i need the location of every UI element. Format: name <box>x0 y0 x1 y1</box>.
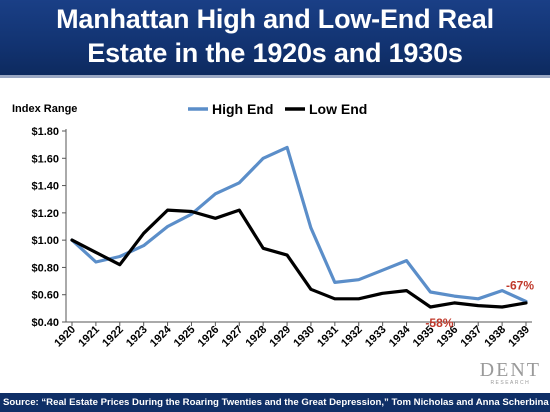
data-point-low-end <box>285 253 289 257</box>
chart-title-line-2: Estate in the 1920s and 1930s <box>87 38 463 68</box>
data-point-low-end <box>333 297 337 301</box>
y-axis-label: Index Range <box>12 103 77 115</box>
x-tick-label: 1929 <box>267 324 293 350</box>
x-tick-label: 1923 <box>124 324 150 350</box>
data-point-low-end <box>142 232 145 235</box>
x-tick-label: 1926 <box>196 324 222 350</box>
y-tick-label: $0.80 <box>31 262 59 274</box>
data-point-low-end <box>500 305 504 309</box>
x-tick-label: 1939 <box>506 324 532 350</box>
data-point-high-end <box>357 278 360 281</box>
chart-title-line-1: Manhattan High and Low-End Real <box>56 4 494 34</box>
data-point-low-end <box>94 251 98 254</box>
annotation-label: -67% <box>506 279 534 293</box>
data-point-high-end <box>238 181 241 185</box>
data-point-high-end <box>333 281 337 284</box>
data-point-high-end <box>285 146 289 149</box>
data-point-low-end <box>190 210 193 213</box>
data-point-low-end <box>118 263 121 266</box>
data-point-high-end <box>381 268 384 272</box>
data-point-low-end <box>166 208 169 212</box>
legend-label-low-end: Low End <box>309 101 367 117</box>
data-point-high-end <box>405 259 408 262</box>
y-tick-label: $0.60 <box>31 290 59 302</box>
data-point-high-end <box>429 290 432 294</box>
data-point-high-end <box>261 157 265 160</box>
y-tick-label: $1.60 <box>31 153 59 165</box>
data-point-low-end <box>524 301 528 305</box>
legend-label-high-end: High End <box>212 101 273 117</box>
x-tick-label: 1931 <box>315 324 341 350</box>
data-point-high-end <box>166 225 169 228</box>
x-tick-label: 1932 <box>339 324 365 350</box>
title-band: Manhattan High and Low-End Real Estate i… <box>0 0 550 78</box>
x-tick-label: 1924 <box>148 323 174 349</box>
data-point-low-end <box>70 238 74 242</box>
line-chart: Index Range $0.40 $0.60 $0.80 $1.00 $1.20 $1.4… <box>12 101 534 350</box>
y-tick-label: $1.20 <box>31 208 59 220</box>
annotation-label: -58% <box>425 316 453 330</box>
data-point-high-end <box>500 289 504 292</box>
data-point-high-end <box>453 294 456 298</box>
x-tick-label: 1927 <box>220 324 246 350</box>
series-line-high-end <box>70 145 528 304</box>
data-point-low-end <box>477 304 480 307</box>
logo-subtitle: RESEARCH <box>490 380 531 386</box>
x-tick-label: 1934 <box>387 323 413 349</box>
data-point-high-end <box>118 255 121 258</box>
data-point-low-end <box>453 301 456 305</box>
dent-research-logo: DENT RESEARCH <box>480 360 541 386</box>
data-point-high-end <box>94 260 98 264</box>
x-tick-label: 1921 <box>76 324 102 350</box>
x-tick-label: 1930 <box>291 324 317 350</box>
data-point-high-end <box>477 297 480 301</box>
data-point-high-end <box>142 244 145 247</box>
data-point-high-end <box>214 192 217 195</box>
data-point-high-end <box>309 226 313 230</box>
x-tick-label: 1922 <box>100 324 126 350</box>
x-tick-label: 1925 <box>172 324 198 350</box>
data-point-low-end <box>405 289 408 292</box>
logo-word: DENT <box>479 359 541 381</box>
x-tick-label: 1938 <box>482 324 508 350</box>
data-point-low-end <box>214 217 217 220</box>
data-point-low-end <box>429 305 432 309</box>
data-point-low-end <box>357 297 360 301</box>
data-point-high-end <box>190 213 193 216</box>
series-line-low-end <box>70 208 528 309</box>
x-tick-label: 1937 <box>459 324 485 350</box>
data-point-low-end <box>261 247 265 250</box>
y-tick-label: $1.40 <box>31 181 59 193</box>
x-tick-label: 1933 <box>363 324 389 350</box>
data-point-low-end <box>309 288 313 291</box>
y-tick-label: $1.00 <box>31 235 59 247</box>
source-footer: Source: “Real Estate Prices During the R… <box>0 393 550 412</box>
data-point-low-end <box>381 292 384 295</box>
x-tick-label: 1928 <box>243 324 269 350</box>
y-tick-label: $1.80 <box>31 126 59 138</box>
data-point-low-end <box>238 208 241 212</box>
y-tick-label: $0.40 <box>31 317 59 329</box>
